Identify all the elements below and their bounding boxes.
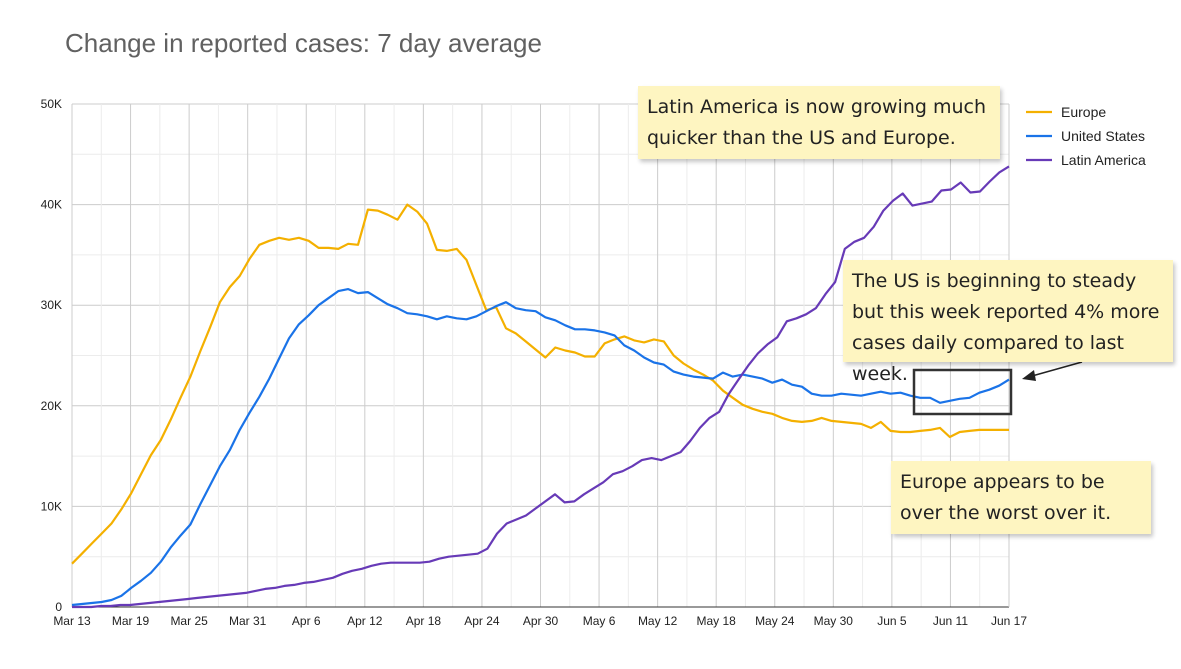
y-tick-label: 20K xyxy=(41,399,62,413)
x-tick-label: Apr 12 xyxy=(347,614,383,628)
chart-title: Change in reported cases: 7 day average xyxy=(65,28,542,58)
x-tick-label: Jun 17 xyxy=(991,614,1027,628)
series-line-united-states xyxy=(71,288,1010,607)
legend-label: Europe xyxy=(1061,104,1106,120)
annotation-europe: Europe appears to be over the worst over… xyxy=(891,461,1151,534)
annotation-latin-america: Latin America is now growing much quicke… xyxy=(638,86,1000,159)
x-tick-label: Mar 13 xyxy=(53,614,91,628)
x-tick-label: May 6 xyxy=(583,614,616,628)
y-tick-label: 10K xyxy=(41,499,62,513)
x-tick-label: Apr 6 xyxy=(292,614,321,628)
x-tick-label: Apr 18 xyxy=(406,614,442,628)
legend-label: United States xyxy=(1061,128,1145,144)
y-tick-label: 0 xyxy=(55,600,62,614)
annotation-united-states: The US is beginning to steady but this w… xyxy=(843,260,1173,385)
x-tick-label: Apr 30 xyxy=(523,614,559,628)
series-line-europe xyxy=(71,203,1009,565)
legend-label: Latin America xyxy=(1061,152,1146,168)
x-tick-label: May 30 xyxy=(814,614,854,628)
x-tick-label: Apr 24 xyxy=(464,614,500,628)
series-line-latin-america xyxy=(72,165,1010,609)
x-tick-label: May 12 xyxy=(638,614,678,628)
x-tick-label: May 24 xyxy=(755,614,795,628)
x-tick-label: Jun 11 xyxy=(933,614,968,628)
x-tick-label: Mar 19 xyxy=(112,614,150,628)
x-tick-label: Mar 31 xyxy=(229,614,267,628)
y-tick-label: 50K xyxy=(41,97,62,111)
x-tick-label: Jun 5 xyxy=(877,614,907,628)
highlight-box xyxy=(912,368,1013,416)
y-tick-label: 30K xyxy=(41,298,62,312)
arrow-shaft xyxy=(1031,361,1083,377)
x-tick-label: May 18 xyxy=(697,614,737,628)
y-tick-label: 40K xyxy=(41,198,62,212)
x-tick-label: Mar 25 xyxy=(170,614,208,628)
arrow-head xyxy=(1022,370,1036,381)
